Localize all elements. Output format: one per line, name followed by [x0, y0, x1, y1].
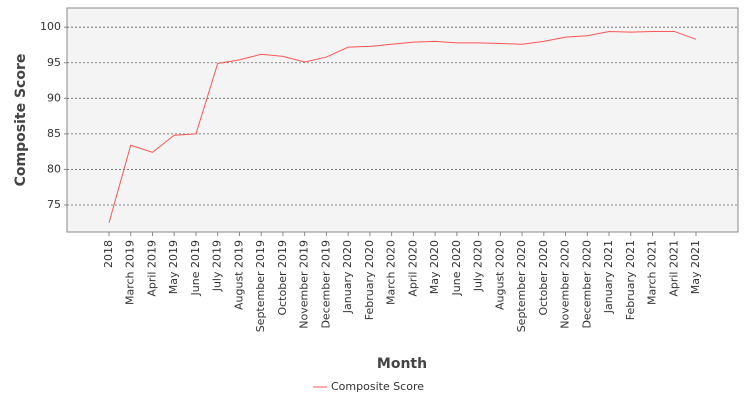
x-tick-label: May 2021	[689, 240, 702, 294]
x-tick-label: June 2020	[450, 240, 463, 296]
x-tick-label: January 2021	[602, 240, 615, 314]
y-tick-label: 90	[47, 91, 61, 104]
y-axis-title: Composite Score	[13, 54, 29, 187]
x-tick-label: February 2021	[624, 240, 637, 320]
x-tick-label: September 2020	[515, 240, 528, 332]
x-axis-title: Month	[377, 356, 427, 372]
x-tick-label: June 2019	[189, 240, 202, 296]
y-tick-label: 80	[47, 162, 61, 175]
x-tick-label: May 2019	[167, 240, 180, 294]
x-tick-label: 2018	[102, 240, 115, 268]
y-tick-label: 95	[47, 56, 61, 69]
x-tick-label: January 2020	[341, 240, 354, 314]
x-tick-label: August 2020	[493, 240, 506, 310]
x-tick-label: March 2020	[385, 240, 398, 305]
x-tick-label: May 2020	[428, 240, 441, 294]
y-tick-label: 85	[47, 127, 61, 140]
y-tick-label: 75	[47, 198, 61, 211]
x-tick-label: October 2020	[537, 240, 550, 316]
x-tick-label: March 2019	[124, 240, 137, 305]
x-tick-label: February 2020	[363, 240, 376, 320]
y-tick-label: 100	[40, 20, 61, 33]
x-tick-label: April 2019	[145, 240, 158, 297]
x-tick-label: August 2019	[232, 240, 245, 310]
x-tick-label: November 2020	[559, 240, 572, 329]
x-tick-label: July 2020	[472, 240, 485, 292]
legend-label: Composite Score	[331, 380, 424, 393]
plot-area	[66, 7, 739, 233]
x-tick-label: December 2019	[319, 240, 332, 329]
x-tick-label: March 2021	[646, 240, 659, 305]
line	[108, 30, 697, 223]
x-tick-label: November 2019	[298, 240, 311, 329]
x-tick-label: July 2019	[211, 240, 224, 292]
x-tick-label: September 2019	[254, 240, 267, 332]
x-tick-label: December 2020	[580, 240, 593, 329]
x-tick-label: April 2021	[667, 240, 680, 297]
x-tick-label: October 2019	[276, 240, 289, 316]
x-tick-label: April 2020	[406, 240, 419, 297]
